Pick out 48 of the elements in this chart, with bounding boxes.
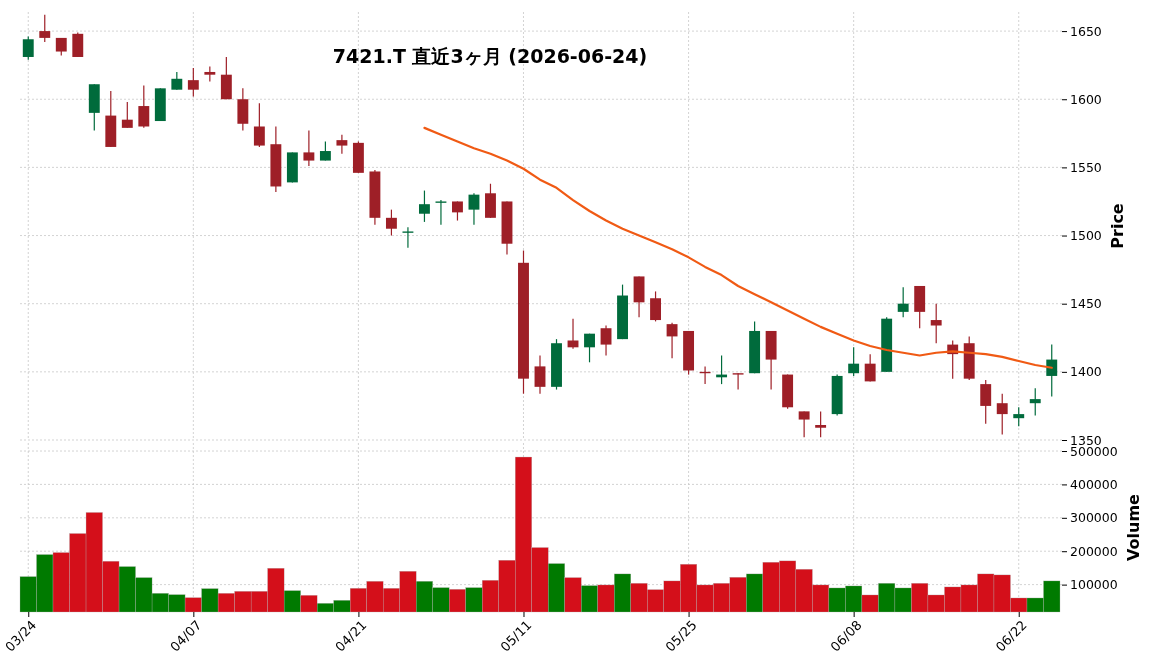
y-tick-label: 1550 bbox=[1070, 159, 1102, 175]
candlestick bbox=[732, 372, 744, 391]
text: 7421.T 直近3ヶ月 (2026-06-24) bbox=[332, 45, 648, 67]
candlestick bbox=[650, 290, 661, 323]
candlestick bbox=[419, 189, 430, 223]
candlestick bbox=[72, 31, 84, 58]
candlestick bbox=[864, 353, 876, 382]
candlestick bbox=[39, 14, 51, 43]
candlestick bbox=[600, 324, 612, 357]
candlestick bbox=[815, 410, 827, 438]
y-tick-label: 1450 bbox=[1070, 296, 1102, 312]
candlestick bbox=[1013, 406, 1025, 427]
candlestick bbox=[385, 209, 397, 237]
candlestick bbox=[402, 226, 414, 249]
y-tick-label: 100000 bbox=[1070, 577, 1118, 593]
candlestick bbox=[303, 129, 315, 167]
y-tick-label: 400000 bbox=[1070, 476, 1118, 492]
candlestick bbox=[930, 303, 942, 344]
candlestick bbox=[452, 200, 463, 222]
y-axis-title: Price bbox=[1107, 203, 1127, 249]
candlestick bbox=[22, 35, 34, 61]
candlestick bbox=[1029, 387, 1041, 417]
candlestick bbox=[996, 393, 1008, 436]
candlestick bbox=[848, 346, 860, 377]
candlestick bbox=[253, 102, 265, 148]
candlestick bbox=[336, 134, 348, 155]
y-tick-label: 300000 bbox=[1070, 510, 1118, 526]
candlestick bbox=[980, 379, 992, 425]
candlestick bbox=[138, 85, 150, 129]
y-axis-title: Volume bbox=[1123, 493, 1143, 561]
y-tick-label: 1400 bbox=[1070, 364, 1102, 380]
candlestick bbox=[468, 192, 480, 226]
y-tick-label: 200000 bbox=[1070, 543, 1118, 559]
candlestick bbox=[187, 67, 199, 98]
candlestick bbox=[1046, 343, 1058, 397]
candlestick bbox=[897, 286, 909, 318]
candlestick bbox=[798, 410, 810, 438]
candlestick bbox=[584, 333, 595, 363]
candlestick bbox=[666, 322, 678, 359]
y-tick-label: 1350 bbox=[1070, 432, 1102, 448]
candlestick bbox=[319, 140, 331, 162]
candlestick bbox=[121, 101, 133, 129]
y-tick-label: 1650 bbox=[1070, 23, 1102, 39]
y-tick-label: 1600 bbox=[1070, 91, 1102, 107]
candlestick bbox=[567, 318, 579, 350]
candlestick bbox=[435, 199, 447, 226]
candlestick bbox=[534, 354, 546, 395]
y-tick-label: 1500 bbox=[1070, 228, 1102, 244]
